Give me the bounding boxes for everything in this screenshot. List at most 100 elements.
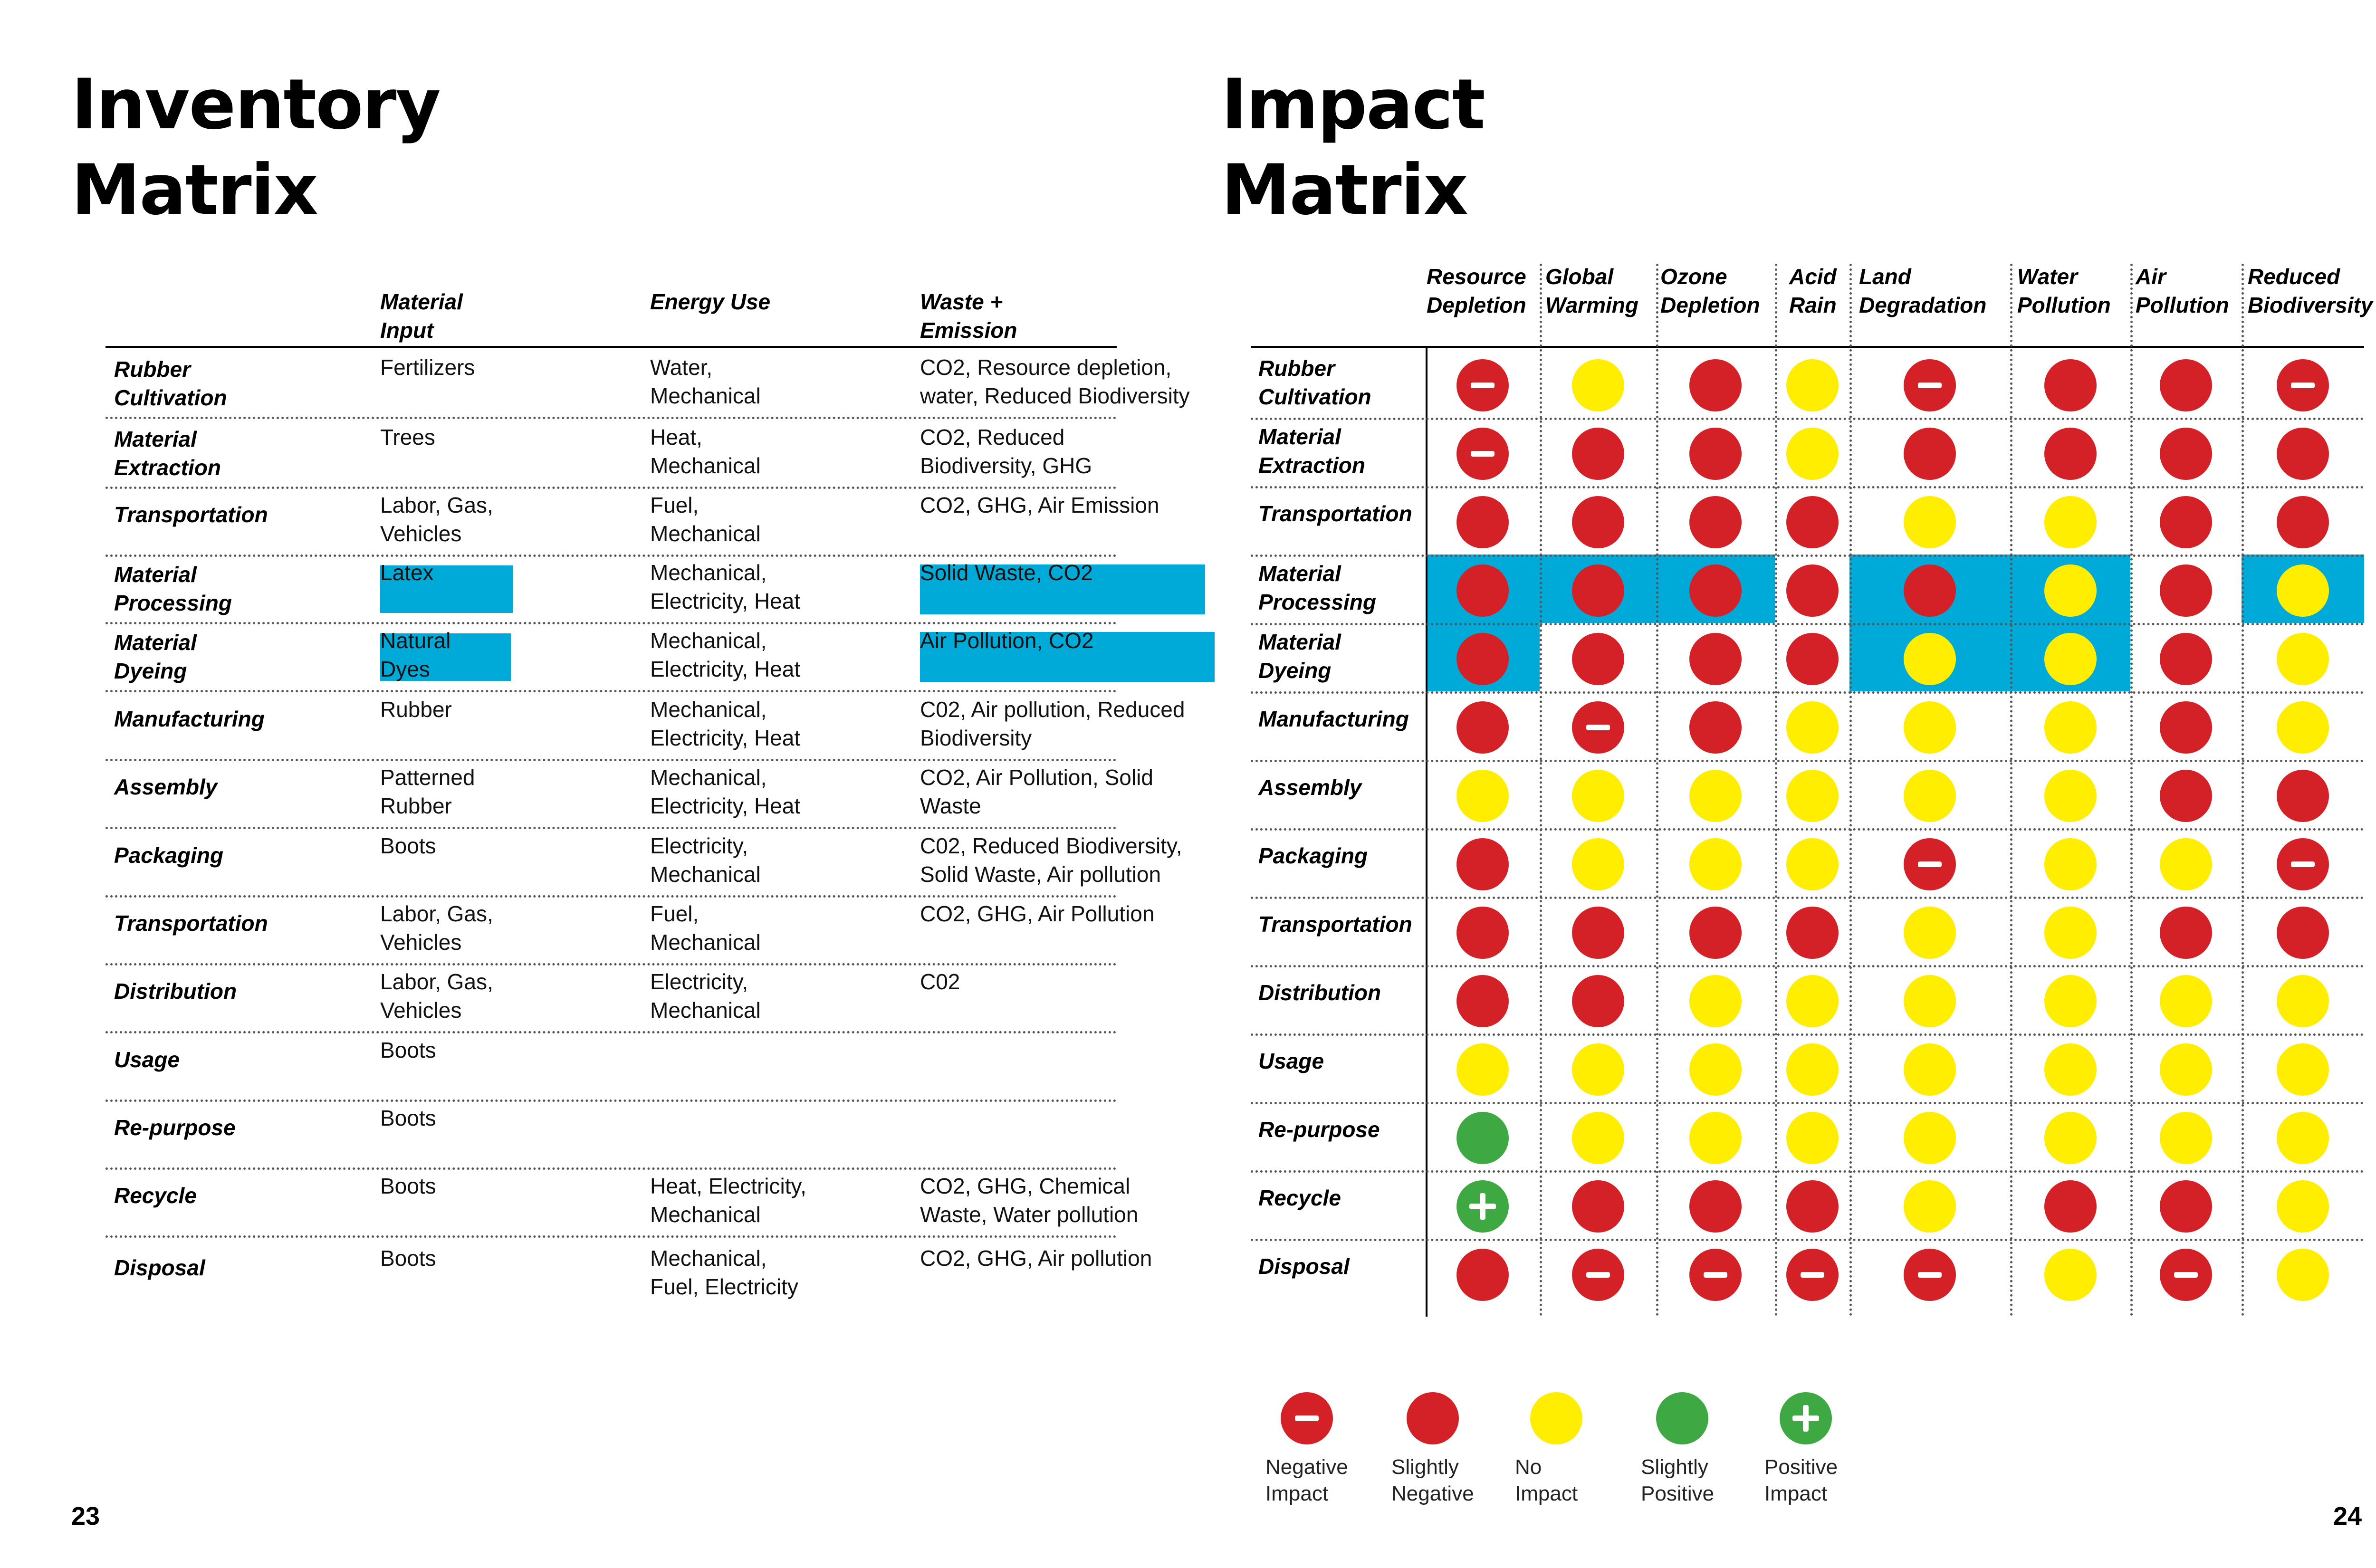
minus-icon: [1918, 861, 1942, 867]
impact-indicator-sneg: [1571, 496, 1624, 548]
impact-indicator-sneg: [1571, 633, 1624, 685]
inventory-stage-label: Usage: [114, 1047, 180, 1072]
impact-indicator-none: [2277, 1180, 2329, 1233]
impact-stage-label: Transportation: [1258, 912, 1412, 937]
inventory-row-divider: [105, 555, 1117, 557]
impact-indicator-none: [2044, 907, 2097, 959]
impact-indicator-neg: [1904, 359, 1956, 411]
impact-header-rule: [1251, 346, 2364, 348]
impact-indicator-none: [1904, 1112, 1956, 1164]
minus-icon: [1800, 1272, 1824, 1278]
impact-indicator-none: [2160, 838, 2212, 890]
impact-column-header: Water Pollution: [2017, 264, 2111, 317]
impact-indicator-none: [2277, 1249, 2329, 1301]
impact-row-divider: [1251, 623, 2364, 625]
minus-icon: [2291, 861, 2315, 867]
impact-indicator-sneg: [1456, 564, 1509, 617]
inventory-stage-label: Recycle: [114, 1183, 197, 1208]
impact-indicator-none: [1904, 907, 1956, 959]
impact-indicator-none: [1786, 770, 1839, 822]
impact-indicator-sneg: [1689, 633, 1742, 685]
impact-column-header: Acid Rain: [1789, 264, 1837, 317]
impact-column-header: Resource Depletion: [1427, 264, 1526, 317]
inventory-input-cell: Labor, Gas, Vehicles: [380, 901, 493, 955]
legend-label: Slightly Positive: [1641, 1455, 1715, 1505]
inventory-highlight: [380, 633, 511, 681]
impact-indicator-sneg: [2160, 564, 2212, 617]
inventory-column-header: Energy Use: [650, 289, 771, 314]
impact-indicator-spos: [1456, 1112, 1509, 1164]
inventory-waste-cell: Air Pollution, CO2: [920, 628, 1094, 653]
impact-indicator-sneg: [2277, 428, 2329, 480]
impact-row-divider: [1251, 760, 2364, 762]
inventory-stage-label: Assembly: [114, 774, 218, 799]
inventory-input-cell: Natural Dyes: [380, 628, 451, 681]
impact-row-divider: [1251, 897, 2364, 899]
inventory-row-divider: [105, 759, 1117, 761]
inventory-energy-cell: Mechanical, Electricity, Heat: [650, 697, 801, 750]
impact-stage-label: Material Dyeing: [1258, 630, 1341, 683]
impact-indicator-neg: [2160, 1249, 2212, 1301]
impact-indicator-none: [1904, 975, 1956, 1027]
impact-column-header: Global Warming: [1545, 264, 1638, 317]
impact-indicator-sneg: [1571, 564, 1624, 617]
impact-indicator-none: [1786, 975, 1839, 1027]
inventory-stage-label: Manufacturing: [114, 707, 265, 731]
impact-indicator-neg: [1456, 359, 1509, 411]
inventory-energy-cell: Mechanical, Electricity, Heat: [650, 628, 801, 681]
inventory-stage-label: Disposal: [114, 1255, 205, 1280]
impact-column-header: Air Pollution: [2136, 264, 2229, 317]
impact-indicator-sneg: [1456, 496, 1509, 548]
inventory-energy-cell: Electricity, Mechanical: [650, 833, 761, 887]
inventory-highlight: [920, 564, 1205, 614]
impact-stage-label: Material Processing: [1258, 561, 1376, 614]
impact-row-divider: [1251, 1102, 2364, 1104]
inventory-row-divider: [105, 827, 1117, 829]
inventory-stage-label: Distribution: [114, 979, 237, 1004]
inventory-stage-label: Packaging: [114, 843, 224, 868]
impact-indicator-sneg: [2160, 770, 2212, 822]
impact-indicator-sneg: [2160, 496, 2212, 548]
impact-indicator-none: [2044, 838, 2097, 890]
page-number-left: 23: [71, 1502, 100, 1530]
impact-indicator-none: [1689, 838, 1742, 890]
minus-icon: [1586, 1272, 1610, 1278]
impact-indicator-none: [2277, 633, 2329, 685]
impact-grid-left-border: [1426, 346, 1428, 1317]
inventory-energy-cell: Fuel, Mechanical: [650, 901, 761, 955]
legend-label: No Impact: [1515, 1455, 1578, 1505]
impact-indicator-none: [2044, 701, 2097, 754]
impact-indicator-none: [1689, 1043, 1742, 1096]
inventory-energy-cell: Fuel, Mechanical: [650, 493, 761, 546]
minus-icon: [1471, 382, 1495, 388]
minus-icon: [1704, 1272, 1727, 1278]
inventory-energy-cell: Mechanical, Electricity, Heat: [650, 560, 801, 613]
inventory-input-cell: Latex: [380, 560, 434, 585]
inventory-input-cell: Fertilizers: [380, 355, 475, 380]
impact-indicator-none: [2044, 1249, 2097, 1301]
minus-icon: [1918, 382, 1942, 388]
impact-stage-label: Assembly: [1258, 775, 1362, 800]
impact-indicator-sneg: [2160, 428, 2212, 480]
impact-stage-label: Disposal: [1258, 1254, 1350, 1279]
inventory-row-divider: [105, 1167, 1117, 1170]
impact-indicator-sneg: [1786, 1180, 1839, 1233]
impact-indicator-neg: [2277, 359, 2329, 411]
impact-indicator-sneg: [1456, 838, 1509, 890]
impact-stage-label: Re-purpose: [1258, 1117, 1380, 1142]
impact-indicator-neg: [1456, 428, 1509, 480]
legend-label: Negative Impact: [1265, 1455, 1348, 1505]
impact-indicator-none: [1904, 496, 1956, 548]
inventory-row-divider: [105, 895, 1117, 898]
impact-indicator-none: [1904, 701, 1956, 754]
inventory-highlight: [920, 632, 1215, 682]
inventory-column-header: Waste + Emission: [920, 289, 1017, 343]
impact-indicator-sneg: [2160, 701, 2212, 754]
impact-indicator-none: [1904, 770, 1956, 822]
impact-column-header: Land Degradation: [1859, 264, 1987, 317]
impact-column-divider: [1540, 264, 1542, 1317]
impact-indicator-sneg: [1456, 701, 1509, 754]
inventory-energy-cell: Heat, Mechanical: [650, 425, 761, 478]
inventory-waste-cell: CO2, GHG, Air Emission: [920, 493, 1159, 517]
impact-row-divider: [1251, 418, 2364, 420]
